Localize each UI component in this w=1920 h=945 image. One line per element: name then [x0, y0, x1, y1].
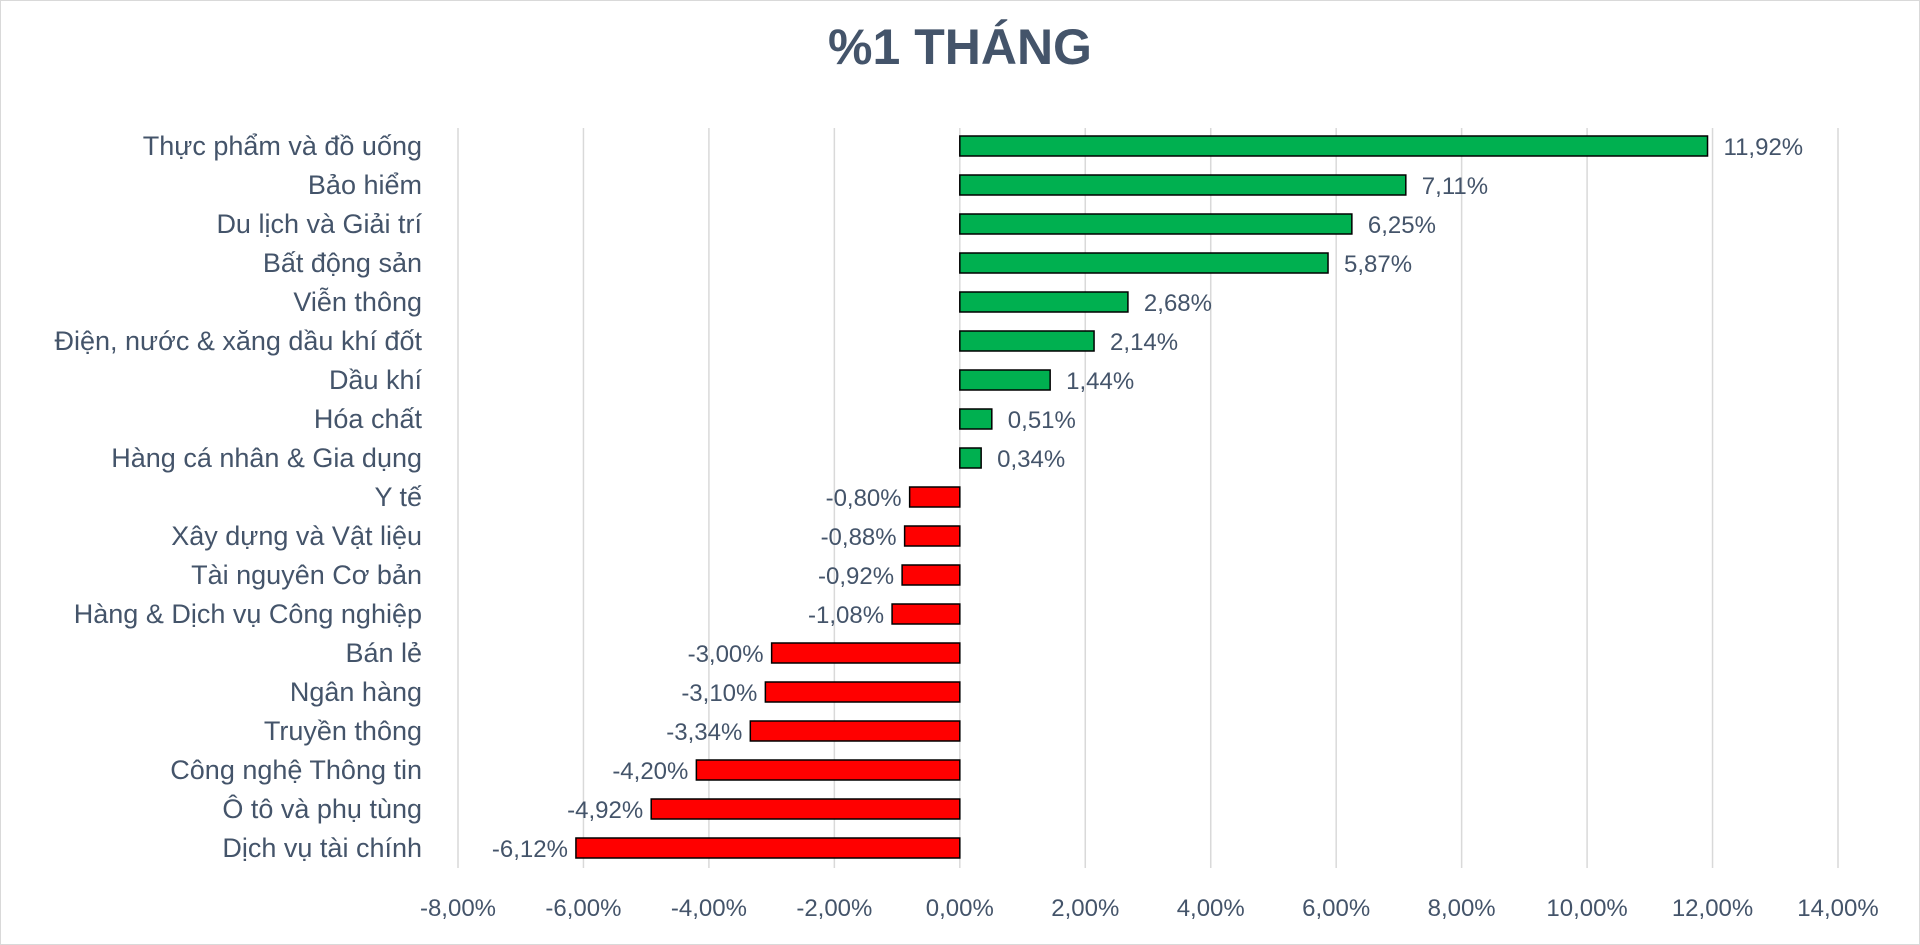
gridlines	[457, 128, 1839, 868]
bar	[891, 603, 961, 625]
x-tick-label: 14,00%	[1797, 895, 1878, 922]
x-tick-label: 10,00%	[1546, 895, 1627, 922]
data-label: 5,87%	[1344, 251, 1412, 278]
bar	[959, 174, 1407, 196]
bar	[959, 408, 993, 430]
category-label: Hàng cá nhân & Gia dụng	[111, 443, 422, 473]
x-tick-label: 4,00%	[1177, 895, 1245, 922]
category-label: Du lịch và Giải trí	[216, 209, 422, 239]
data-label: -3,10%	[681, 680, 757, 707]
data-label: 2,68%	[1144, 290, 1212, 317]
data-label: -4,92%	[567, 797, 643, 824]
data-label: -0,92%	[818, 563, 894, 590]
bar	[903, 525, 961, 547]
x-tick-label: 8,00%	[1428, 895, 1496, 922]
bar	[959, 447, 982, 469]
bar	[575, 837, 961, 859]
data-label: 0,51%	[1008, 407, 1076, 434]
category-label: Xây dựng và Vật liệu	[171, 521, 422, 551]
data-label: -0,80%	[826, 485, 902, 512]
category-label: Bảo hiểm	[308, 170, 422, 200]
bar	[959, 213, 1353, 235]
category-label: Ô tô và phụ tùng	[222, 793, 422, 824]
x-tick-label: 2,00%	[1051, 895, 1119, 922]
x-tick-label: 6,00%	[1302, 895, 1370, 922]
bar	[959, 135, 1709, 157]
bar	[695, 759, 961, 781]
data-label: 1,44%	[1066, 368, 1134, 395]
category-label: Công nghệ Thông tin	[170, 755, 422, 785]
bars	[575, 135, 1709, 859]
data-label: -6,12%	[492, 836, 568, 863]
category-label: Dịch vụ tài chính	[222, 833, 422, 863]
bar	[959, 252, 1329, 274]
bar	[764, 681, 961, 703]
x-tick-label: 0,00%	[926, 895, 994, 922]
data-label: 11,92%	[1724, 134, 1804, 161]
category-label: Viễn thông	[293, 286, 422, 317]
bar	[908, 486, 961, 508]
category-label: Thực phẩm và đồ uống	[143, 131, 422, 161]
x-tick-label: -2,00%	[796, 895, 872, 922]
bar	[770, 642, 961, 664]
category-label: Bán lẻ	[345, 638, 422, 668]
data-label: -0,88%	[821, 524, 897, 551]
category-label: Hàng & Dịch vụ Công nghiệp	[74, 599, 422, 629]
bar	[749, 720, 961, 742]
data-label: -1,08%	[808, 602, 884, 629]
data-label: 7,11%	[1422, 173, 1488, 200]
data-label: -3,00%	[688, 641, 764, 668]
x-tick-label: -6,00%	[545, 895, 621, 922]
x-tick-label: -4,00%	[671, 895, 747, 922]
data-label: -4,20%	[612, 758, 688, 785]
category-label: Ngân hàng	[290, 677, 422, 707]
bar	[901, 564, 961, 586]
category-label: Tài nguyên Cơ bản	[191, 560, 422, 590]
category-label: Truyền thông	[264, 716, 422, 746]
category-label: Y tế	[374, 482, 422, 512]
bar	[650, 798, 961, 820]
x-tick-label: -8,00%	[420, 895, 496, 922]
data-label: 6,25%	[1368, 212, 1436, 239]
category-label: Dầu khí	[329, 365, 423, 395]
category-label: Bất động sản	[263, 248, 422, 278]
chart-title: %1 THÁNG	[828, 19, 1092, 75]
data-label: -3,34%	[666, 719, 742, 746]
category-label: Điện, nước & xăng dầu khí đốt	[55, 326, 423, 356]
category-label: Hóa chất	[314, 404, 423, 434]
bar	[959, 330, 1095, 352]
labels: -8,00% -6,00% -4,00% -2,00% 0,00% 2,00% 4,00% 6…	[55, 131, 1879, 922]
data-label: 2,14%	[1110, 329, 1178, 356]
x-tick-label: 12,00%	[1672, 895, 1753, 922]
bar	[959, 291, 1129, 313]
bar	[959, 369, 1051, 391]
data-label: 0,34%	[997, 446, 1065, 473]
